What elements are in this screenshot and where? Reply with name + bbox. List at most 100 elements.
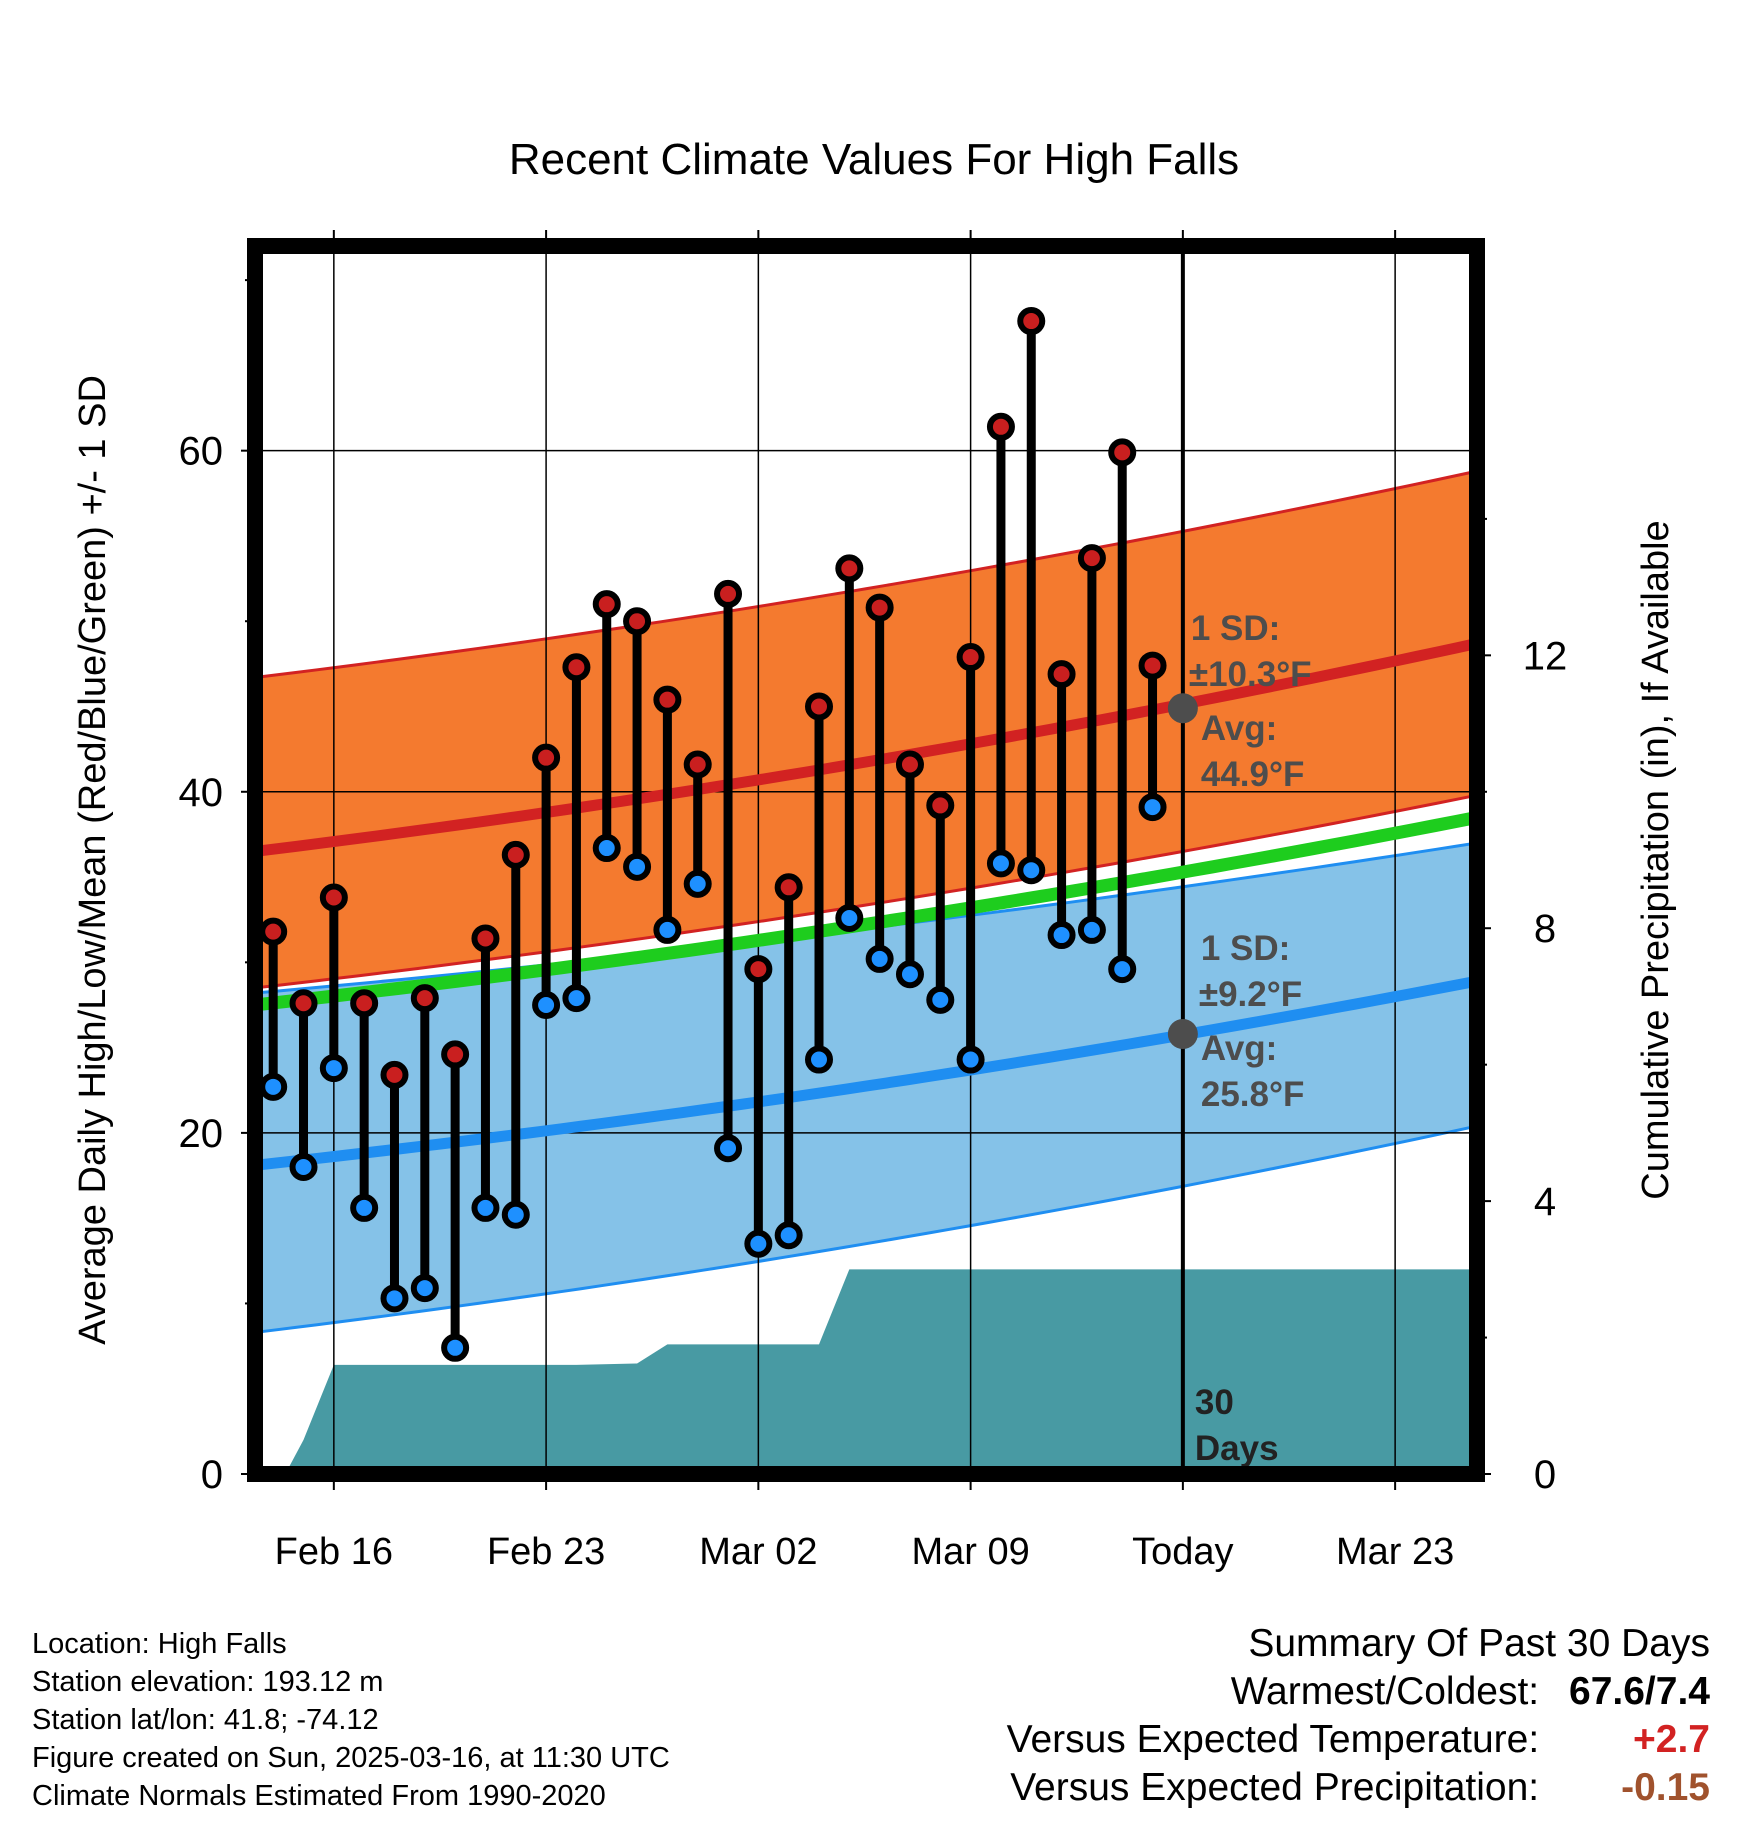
low-dot — [441, 1333, 470, 1362]
low-avg-value: 25.8°F — [1201, 1075, 1305, 1114]
summary-warmest-row: Warmest/Coldest: 67.6/7.4 — [1007, 1668, 1710, 1716]
normal-bands — [254, 469, 1478, 1334]
high-dot — [1138, 651, 1167, 680]
low-dot — [865, 944, 894, 973]
low-dot — [835, 903, 864, 932]
x-tick-label: Mar 02 — [699, 1531, 817, 1573]
normals-text: Climate Normals Estimated From 1990-2020 — [32, 1780, 606, 1812]
precip-cumulative-area — [255, 1269, 1477, 1474]
high-dot — [744, 955, 773, 984]
low-dot — [1108, 955, 1137, 984]
left-tick-label: 20 — [179, 1112, 224, 1156]
summary-temp-row: Versus Expected Temperature: +2.7 — [1007, 1716, 1710, 1764]
high-sd-band — [255, 471, 1477, 988]
low-sd-label: 1 SD: — [1201, 929, 1290, 968]
chart-title: Recent Climate Values For High Falls — [509, 135, 1239, 184]
high-dot — [1017, 307, 1046, 336]
axes: 0 20 40 60 0 4 8 12 Feb 16 Feb 23 Mar 02 Mar 09 Toda… — [72, 135, 1677, 1600]
low-dot — [895, 960, 924, 989]
low-dot — [471, 1193, 500, 1222]
high-dot — [1047, 660, 1076, 689]
low-dot — [532, 990, 561, 1019]
high-dot — [774, 873, 803, 902]
temp-diff-value: +2.7 — [1633, 1718, 1710, 1761]
high-dot — [683, 750, 712, 779]
high-dot — [350, 989, 379, 1018]
summary-precip-row: Versus Expected Precipitation: -0.15 — [1007, 1764, 1710, 1812]
low-dot — [259, 1072, 288, 1101]
elevation-text: Station elevation: 193.12 m — [32, 1666, 384, 1698]
right-tick-label: 8 — [1534, 907, 1556, 951]
days-marker-text: Days — [1195, 1429, 1279, 1468]
summary-panel: Summary Of Past 30 Days Warmest/Coldest:… — [1007, 1620, 1710, 1812]
normal-high-line — [254, 638, 1479, 857]
high-dot — [986, 412, 1015, 441]
high-dot — [441, 1040, 470, 1069]
high-dot — [1108, 438, 1137, 467]
plot-border — [247, 238, 1485, 1482]
climate-chart: 1 SD: ±10.3°F Avg: 44.9°F 1 SD: ±9.2°F Avg: 25.… — [72, 135, 1677, 1600]
high-dot — [532, 743, 561, 772]
normal-mean-line — [254, 810, 1479, 1012]
precip-area — [255, 1269, 1477, 1474]
low-dot — [592, 834, 621, 863]
low-dot — [956, 1045, 985, 1074]
right-axis-label: Cumulative Precipitation (in), If Availa… — [1635, 520, 1677, 1199]
x-tick-label: Mar 23 — [1336, 1531, 1454, 1573]
high-dot — [410, 984, 439, 1013]
high-dot — [895, 750, 924, 779]
high-dot — [865, 593, 894, 622]
high-dot — [471, 924, 500, 953]
high-dot — [714, 579, 743, 608]
low-dot — [986, 849, 1015, 878]
right-tick-label: 4 — [1534, 1180, 1556, 1224]
low-dot — [1138, 793, 1167, 822]
high-sd-lower-edge — [254, 793, 1478, 990]
high-dot — [319, 883, 348, 912]
latlon-text: Station lat/lon: 41.8; -74.12 — [32, 1704, 379, 1736]
high-dot — [805, 692, 833, 721]
high-sd-label: 1 SD: — [1191, 609, 1280, 648]
low-dot — [410, 1274, 439, 1303]
low-dot — [289, 1153, 318, 1181]
low-dot — [683, 869, 712, 898]
left-tick-label: 60 — [179, 430, 224, 474]
low-dot — [350, 1193, 379, 1222]
low-dot — [501, 1200, 530, 1229]
left-tick-label: 40 — [179, 771, 224, 815]
low-sd-value: ±9.2°F — [1199, 975, 1302, 1014]
low-dot — [1077, 915, 1106, 944]
low-dot — [1017, 856, 1046, 885]
right-tick-label: 0 — [1534, 1453, 1556, 1497]
days-marker-number: 30 — [1195, 1383, 1234, 1422]
low-dot — [805, 1045, 833, 1074]
plot-frame — [247, 238, 1485, 1482]
high-avg-value: 44.9°F — [1201, 755, 1305, 794]
low-avg-marker — [1167, 1018, 1198, 1049]
low-dot — [319, 1054, 348, 1083]
low-dot — [774, 1221, 803, 1250]
high-dot — [592, 590, 621, 619]
x-axis-label: Day — [840, 1595, 908, 1600]
precip-diff-value: -0.15 — [1621, 1766, 1710, 1809]
low-dot — [380, 1284, 409, 1313]
x-tick-label: Today — [1132, 1531, 1233, 1573]
station-info: Location: High Falls Station elevation: … — [32, 1625, 670, 1815]
high-avg-label: Avg: — [1201, 709, 1277, 748]
high-dot — [562, 653, 591, 682]
low-dot — [623, 852, 652, 881]
low-dot — [653, 915, 682, 944]
low-dot — [562, 984, 591, 1013]
created-text: Figure created on Sun, 2025-03-16, at 11… — [32, 1742, 670, 1774]
right-tick-label: 12 — [1523, 634, 1568, 678]
high-sd-value: ±10.3°F — [1189, 655, 1312, 694]
high-dot — [653, 685, 682, 714]
x-tick-label: Mar 09 — [911, 1531, 1029, 1573]
high-dot — [259, 917, 288, 946]
warmest-value: 67.6/7.4 — [1569, 1670, 1710, 1713]
low-avg-label: Avg: — [1201, 1029, 1277, 1068]
precip-diff-label: Versus Expected Precipitation: — [1010, 1766, 1540, 1809]
low-dot — [744, 1229, 773, 1258]
summary-heading: Summary Of Past 30 Days — [1248, 1622, 1710, 1665]
high-dot — [926, 791, 955, 820]
